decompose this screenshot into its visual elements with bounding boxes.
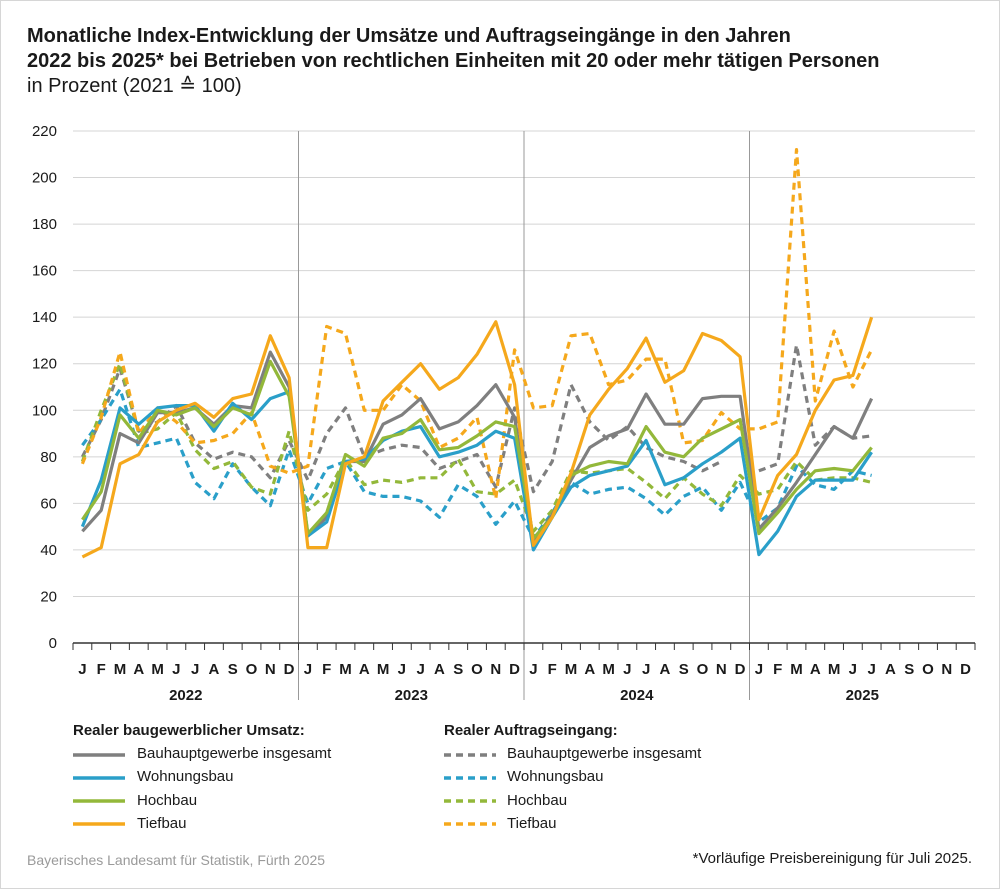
y-tick-label: 180 bbox=[32, 216, 57, 233]
month-tick-label: A bbox=[885, 661, 896, 678]
year-label: 2025 bbox=[846, 687, 879, 704]
month-tick-label: M bbox=[602, 661, 615, 678]
month-tick-label: O bbox=[697, 661, 709, 678]
source-note: Bayerisches Landesamt für Statistik, Für… bbox=[27, 852, 326, 868]
series-line-umsatz-bauhauptgewerbe bbox=[81, 350, 874, 543]
y-tick-label: 20 bbox=[40, 588, 57, 605]
month-tick-label: S bbox=[904, 661, 914, 678]
month-tick-label: D bbox=[960, 661, 971, 678]
month-tick-label: J bbox=[867, 661, 875, 678]
month-tick-label: S bbox=[679, 661, 689, 678]
footnote: *Vorläufige Preisbereinigung für Juli 20… bbox=[692, 850, 972, 867]
month-tick-label: A bbox=[660, 661, 671, 678]
title-line-2: 2022 bis 2025* bei Betrieben von rechtli… bbox=[27, 50, 880, 72]
series-line-umsatz-tiefbau bbox=[81, 316, 874, 559]
month-tick-label: D bbox=[509, 661, 520, 678]
month-tick-label: A bbox=[810, 661, 821, 678]
month-tick-label: M bbox=[114, 661, 127, 678]
y-tick-label: 80 bbox=[40, 449, 57, 466]
series-line-umsatz-wohnungsbau bbox=[80, 390, 873, 557]
month-tick-label: A bbox=[209, 661, 220, 678]
month-tick-label: J bbox=[849, 661, 857, 678]
month-tick-label: J bbox=[755, 661, 763, 678]
month-tick-label: M bbox=[339, 661, 352, 678]
y-tick-label: 40 bbox=[40, 542, 57, 559]
month-tick-label: M bbox=[151, 661, 164, 678]
y-tick-label: 100 bbox=[32, 402, 57, 419]
month-tick-label: D bbox=[284, 661, 295, 678]
title-line-1: Monatliche Index-Entwicklung der Umsätze… bbox=[27, 25, 791, 47]
month-tick-label: F bbox=[773, 661, 782, 678]
month-tick-label: J bbox=[416, 661, 424, 678]
title-unit: in Prozent (2021 ≙ 100) bbox=[27, 75, 242, 97]
month-tick-label: N bbox=[941, 661, 952, 678]
month-tick-label: A bbox=[434, 661, 445, 678]
y-tick-label: 120 bbox=[32, 356, 57, 373]
month-tick-label: A bbox=[584, 661, 595, 678]
month-tick-label: M bbox=[828, 661, 841, 678]
month-tick-label: O bbox=[471, 661, 483, 678]
month-tick-label: J bbox=[642, 661, 650, 678]
month-tick-label: D bbox=[735, 661, 746, 678]
month-tick-label: F bbox=[97, 661, 106, 678]
month-tick-label: O bbox=[922, 661, 934, 678]
series-line-umsatz-hochbau bbox=[81, 359, 873, 540]
month-tick-label: O bbox=[246, 661, 258, 678]
month-tick-label: J bbox=[304, 661, 312, 678]
month-tick-label: J bbox=[78, 661, 86, 678]
month-tick-label: J bbox=[191, 661, 199, 678]
month-tick-label: J bbox=[398, 661, 406, 678]
month-tick-label: N bbox=[716, 661, 727, 678]
month-tick-label: S bbox=[228, 661, 238, 678]
month-tick-label: N bbox=[265, 661, 276, 678]
month-tick-label: J bbox=[623, 661, 631, 678]
month-tick-label: N bbox=[490, 661, 501, 678]
month-tick-label: F bbox=[548, 661, 557, 678]
year-label: 2023 bbox=[395, 687, 428, 704]
y-tick-label: 160 bbox=[32, 263, 57, 280]
series-line-auftrag-hochbau bbox=[80, 362, 872, 533]
year-label: 2022 bbox=[169, 687, 202, 704]
month-tick-label: S bbox=[453, 661, 463, 678]
month-tick-label: J bbox=[529, 661, 537, 678]
month-tick-label: A bbox=[359, 661, 370, 678]
series-line-auftrag-wohnungsbau bbox=[81, 387, 872, 540]
chart-title: Monatliche Index-Entwicklung der Umsätze… bbox=[27, 24, 977, 99]
month-tick-label: M bbox=[790, 661, 803, 678]
y-tick-label: 220 bbox=[32, 123, 57, 140]
y-tick-label: 60 bbox=[40, 495, 57, 512]
y-tick-label: 0 bbox=[49, 635, 57, 652]
month-tick-label: M bbox=[377, 661, 390, 678]
year-label: 2024 bbox=[620, 687, 654, 704]
month-tick-label: A bbox=[133, 661, 144, 678]
y-tick-label: 140 bbox=[32, 309, 57, 326]
month-tick-label: J bbox=[172, 661, 180, 678]
y-tick-label: 200 bbox=[32, 170, 57, 187]
month-tick-label: F bbox=[322, 661, 331, 678]
month-tick-label: M bbox=[565, 661, 578, 678]
